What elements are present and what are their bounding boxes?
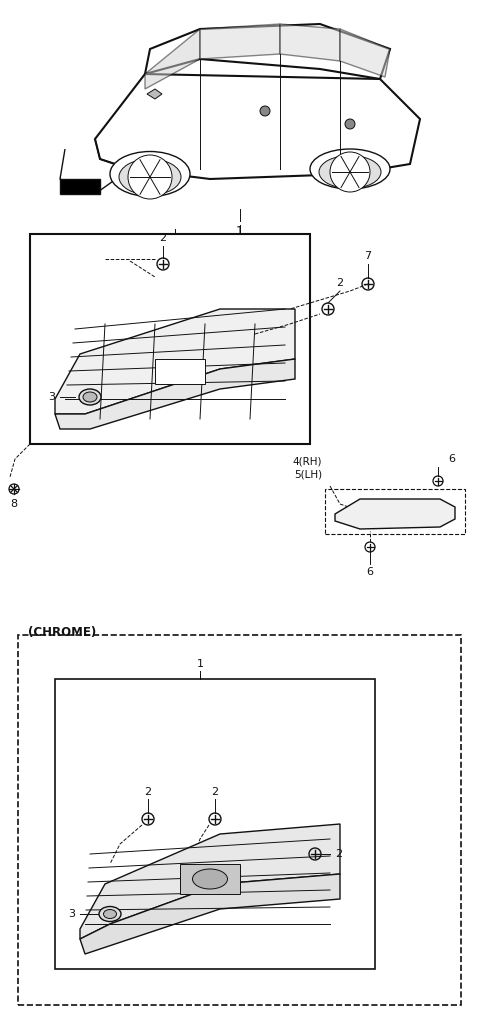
Polygon shape — [80, 824, 340, 938]
Text: (CHROME): (CHROME) — [28, 626, 96, 639]
Polygon shape — [80, 874, 340, 954]
Polygon shape — [55, 359, 295, 429]
Text: 2: 2 — [144, 787, 152, 797]
Ellipse shape — [119, 159, 181, 195]
Bar — [155, 359, 205, 384]
Ellipse shape — [99, 907, 121, 921]
Circle shape — [330, 152, 370, 192]
Ellipse shape — [79, 389, 101, 405]
Polygon shape — [55, 309, 295, 414]
Polygon shape — [335, 499, 455, 529]
Ellipse shape — [310, 149, 390, 189]
Polygon shape — [280, 24, 340, 61]
Circle shape — [128, 155, 172, 199]
Bar — [18, 635, 461, 1005]
Circle shape — [260, 106, 270, 116]
Text: 3: 3 — [48, 392, 55, 403]
Circle shape — [345, 119, 355, 129]
Ellipse shape — [110, 152, 190, 197]
Bar — [60, 179, 100, 194]
Text: 6: 6 — [448, 454, 455, 464]
Text: 1: 1 — [236, 225, 244, 238]
Text: 7: 7 — [364, 251, 372, 261]
Text: 2: 2 — [211, 787, 218, 797]
Bar — [325, 489, 465, 534]
Text: 2: 2 — [336, 278, 344, 288]
Ellipse shape — [83, 392, 97, 403]
Text: 8: 8 — [11, 499, 18, 510]
Text: 2: 2 — [335, 849, 342, 859]
Ellipse shape — [192, 869, 228, 889]
Bar — [180, 864, 240, 894]
Polygon shape — [147, 89, 162, 99]
Polygon shape — [200, 24, 280, 59]
Polygon shape — [340, 29, 390, 77]
Bar — [30, 234, 310, 444]
Text: 3: 3 — [68, 909, 75, 919]
Text: 1: 1 — [196, 659, 204, 669]
Bar — [55, 679, 375, 969]
Ellipse shape — [319, 156, 381, 189]
Text: 4(RH)
5(LH): 4(RH) 5(LH) — [292, 457, 322, 479]
Text: 2: 2 — [159, 233, 167, 243]
Ellipse shape — [104, 910, 117, 918]
Text: 6: 6 — [367, 567, 373, 577]
Polygon shape — [145, 29, 200, 89]
